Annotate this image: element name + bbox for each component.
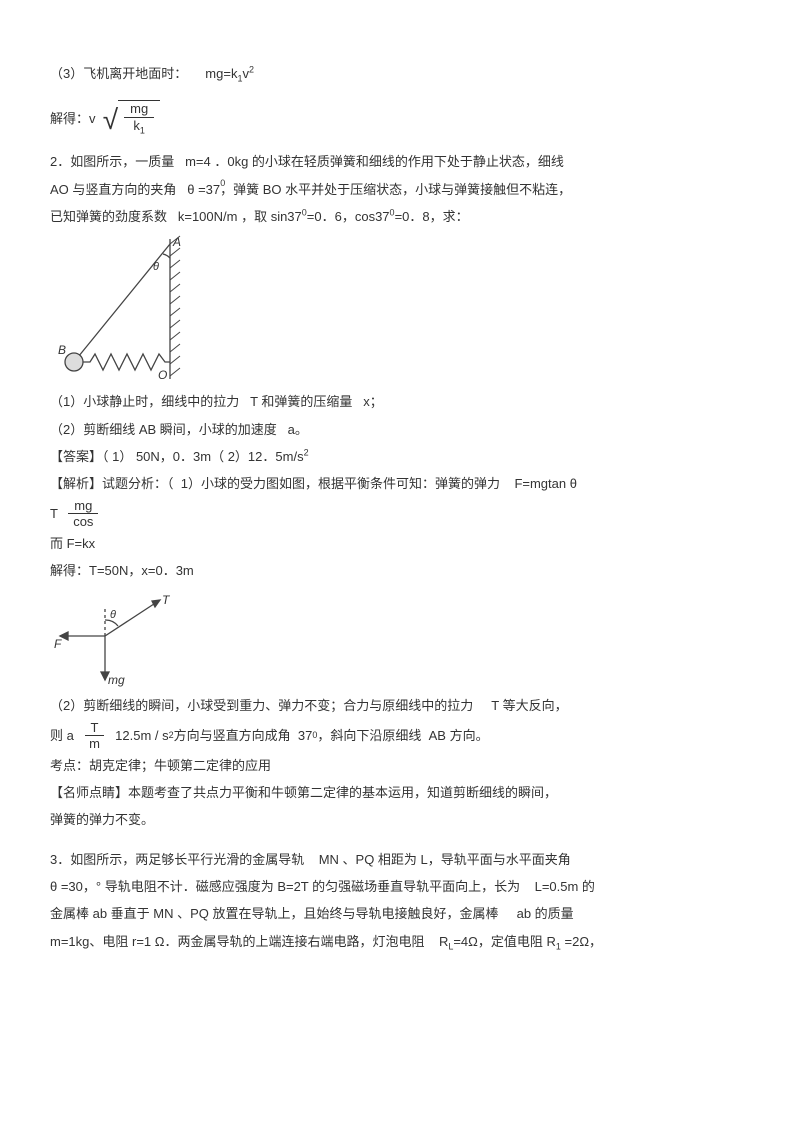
text: 37: [298, 722, 312, 749]
text: θ =30，° 导轨电阻不计．磁感应强度为 B=2T 的匀强磁场垂直导轨平面向上…: [50, 879, 520, 894]
text: 方向与竖直方向成角: [174, 722, 291, 749]
p2-expT: T mg cos: [50, 498, 750, 530]
label-T: T: [162, 593, 171, 607]
label-mg: mg: [108, 673, 125, 687]
text: F=mgtan θ: [514, 476, 577, 491]
text: （2）剪断细线的瞬间，小球受到重力、弹力不变；合力与原细线中的拉力: [50, 698, 473, 713]
p2-part2-a: （2）剪断细线的瞬间，小球受到重力、弹力不变；合力与原细线中的拉力 T 等大反向…: [50, 692, 750, 719]
p1-line2: 解得：v √ mg k1: [50, 100, 750, 136]
text: T: [50, 500, 58, 527]
text: （2）剪断细线 AB 瞬间，小球的加速度: [50, 422, 277, 437]
fraction: mg cos: [67, 498, 99, 530]
text: =2Ω，: [561, 934, 602, 949]
sup: 2: [304, 448, 309, 458]
denominator: m: [83, 736, 106, 752]
text: AO 与竖直方向的夹角: [50, 182, 176, 197]
p2-intro-2: AO 与竖直方向的夹角 θ =37，弹簧 BO 水平并处于压缩状态，小球与弹簧接…: [50, 176, 750, 203]
sup: 2: [249, 65, 254, 75]
text: m=1kg、电阻 r=1 Ω．两金属导轨的上端连接右端电路，灯泡电阻: [50, 934, 424, 949]
theta-37: θ =37，弹簧 BO 水平并处于压缩状态，小球与弹簧接触但不粘连， 0: [187, 182, 571, 197]
fraction: mg k1: [124, 101, 154, 136]
label-B: B: [58, 343, 66, 357]
text: 解得：T=50N，x=0．3m: [50, 563, 194, 578]
text: ，斜向下沿原细线: [317, 722, 421, 749]
denominator: cos: [67, 514, 99, 530]
text: T 等大反向，: [491, 698, 567, 713]
p2-intro-1: 2．如图所示，一质量 m=4 ．0kg 的小球在轻质弹簧和细线的作用下处于静止状…: [50, 148, 750, 175]
text: 【答案】（ 1） 50N，0．3m（ 2）12．5m/s: [50, 449, 304, 464]
radical-icon: √: [103, 106, 118, 134]
p2-tip2: 弹簧的弹力不变。: [50, 806, 750, 833]
p1-line1: （3）飞机离开地面时： mg=k1v2: [50, 60, 750, 88]
text: a。: [288, 422, 308, 437]
text: 3．如图所示，两足够长平行光滑的金属导轨: [50, 852, 304, 867]
p2-answer: 【答案】（ 1） 50N，0．3m（ 2）12．5m/s2: [50, 443, 750, 470]
text: 考点：胡克定律；牛顿第二定律的应用: [50, 758, 271, 773]
numerator: mg: [124, 101, 154, 118]
fraction: T m: [83, 720, 106, 752]
text: （1）小球静止时，细线中的拉力: [50, 394, 239, 409]
text: T 和弹簧的压缩量: [250, 394, 352, 409]
p2-exp1: 【解析】试题分析：（ 1）小球的受力图如图，根据平衡条件可知：弹簧的弹力 F=m…: [50, 470, 750, 497]
label-F: F: [54, 637, 62, 651]
text: 1）小球的受力图如图，根据平衡条件可知：弹簧的弹力: [181, 476, 500, 491]
text: k=100N/m ，取 sin37: [178, 209, 302, 224]
text: 解得：v: [50, 105, 96, 132]
text: 而 F=kx: [50, 536, 95, 551]
denominator: k1: [127, 118, 151, 136]
numerator: T: [85, 720, 105, 737]
p2-intro-3: 已知弹簧的劲度系数 k=100N/m ，取 sin370=0．6，cos370=…: [50, 203, 750, 230]
text: 【解析】试题分析：（: [50, 476, 174, 491]
sub: 1: [140, 126, 145, 136]
text: =0．8，求：: [395, 209, 469, 224]
p2-q2: （2）剪断细线 AB 瞬间，小球的加速度 a。: [50, 416, 750, 443]
text: 已知弹簧的劲度系数: [50, 209, 167, 224]
text: mg=k: [205, 66, 237, 81]
p2-part2-b: 则 a T m 12.5m / s2 方向与竖直方向成角 370 ，斜向下沿原细…: [50, 720, 750, 752]
text: m=4 ．0kg 的小球在轻质弹簧和细线的作用下处于静止状态，细线: [185, 154, 564, 169]
p2-fkx: 而 F=kx: [50, 530, 750, 557]
text: 12.5m / s: [115, 722, 168, 749]
p3-l1: 3．如图所示，两足够长平行光滑的金属导轨 MN 、PQ 相距为 L，导轨平面与水…: [50, 846, 750, 873]
text: x；: [363, 394, 383, 409]
figure-spring-ball: A B O θ: [50, 234, 190, 384]
label-O: O: [158, 368, 167, 382]
text: R: [439, 934, 448, 949]
p2-tip1: 【名师点睛】本题考查了共点力平衡和牛顿第二定律的基本运用，知道剪断细线的瞬间，: [50, 779, 750, 806]
label-A: A: [172, 235, 181, 249]
text: （3）飞机离开地面时：: [50, 66, 187, 81]
text: AB 方向。: [429, 722, 489, 749]
p3-l4: m=1kg、电阻 r=1 Ω．两金属导轨的上端连接右端电路，灯泡电阻 RL=4Ω…: [50, 928, 750, 956]
text: 则 a: [50, 722, 74, 749]
text: 【名师点睛】本题考查了共点力平衡和牛顿第二定律的基本运用，知道剪断细线的瞬间，: [50, 785, 557, 800]
label-theta2: θ: [110, 609, 116, 621]
text: MN 、PQ 相距为 L，导轨平面与水平面夹角: [319, 852, 571, 867]
p2-sol: 解得：T=50N，x=0．3m: [50, 557, 750, 584]
text: θ =37，弹簧 BO 水平并处于压缩状态，小球与弹簧接触但不粘连，: [187, 182, 571, 197]
sqrt: √ mg k1: [103, 100, 160, 136]
figure-free-body: T F mg θ: [50, 588, 180, 688]
text: =0．6，cos37: [307, 209, 390, 224]
text: 金属棒 ab 垂直于 MN 、PQ 放置在导轨上，且始终与导轨电接触良好，金属棒: [50, 906, 499, 921]
label-theta: θ: [153, 261, 159, 273]
p2-q1: （1）小球静止时，细线中的拉力 T 和弹簧的压缩量 x；: [50, 388, 750, 415]
sup-zero: 0: [220, 174, 225, 193]
text: 弹簧的弹力不变。: [50, 812, 154, 827]
text: ab 的质量: [517, 906, 574, 921]
text: 2．如图所示，一质量: [50, 154, 174, 169]
text: L=0.5m 的: [535, 879, 595, 894]
p3-l3: 金属棒 ab 垂直于 MN 、PQ 放置在导轨上，且始终与导轨电接触良好，金属棒…: [50, 900, 750, 927]
radicand: mg k1: [118, 100, 160, 136]
numerator: mg: [68, 498, 98, 515]
p2-kd: 考点：胡克定律；牛顿第二定律的应用: [50, 752, 750, 779]
p3-l2: θ =30，° 导轨电阻不计．磁感应强度为 B=2T 的匀强磁场垂直导轨平面向上…: [50, 873, 750, 900]
text: =4Ω，定值电阻 R: [453, 934, 556, 949]
